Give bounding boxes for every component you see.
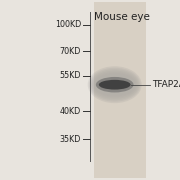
Text: TFAP2A: TFAP2A bbox=[152, 80, 180, 89]
Ellipse shape bbox=[99, 80, 130, 90]
Text: 40KD: 40KD bbox=[60, 107, 81, 116]
Bar bbox=[94, 2, 147, 178]
Ellipse shape bbox=[89, 68, 141, 102]
Ellipse shape bbox=[96, 77, 134, 93]
Text: 55KD: 55KD bbox=[60, 71, 81, 80]
Text: Mouse eye: Mouse eye bbox=[94, 12, 150, 22]
Text: 100KD: 100KD bbox=[55, 20, 81, 29]
Text: 70KD: 70KD bbox=[60, 47, 81, 56]
Text: 35KD: 35KD bbox=[60, 135, 81, 144]
Ellipse shape bbox=[88, 66, 142, 103]
Ellipse shape bbox=[91, 71, 138, 99]
Ellipse shape bbox=[90, 69, 139, 100]
